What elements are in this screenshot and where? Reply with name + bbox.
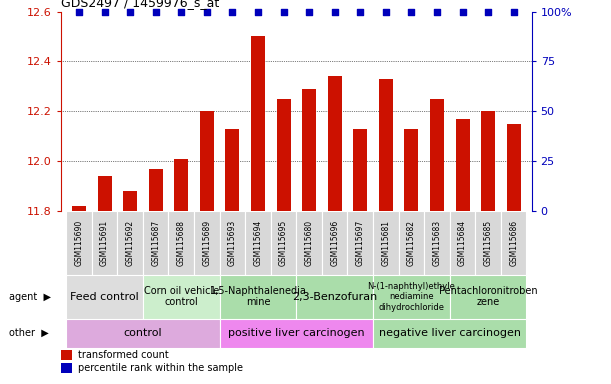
Point <box>151 8 161 15</box>
Bar <box>398 211 424 275</box>
Bar <box>296 211 322 275</box>
Bar <box>507 124 521 211</box>
Text: agent  ▶: agent ▶ <box>9 291 51 302</box>
Bar <box>271 211 296 275</box>
Bar <box>92 211 117 275</box>
Bar <box>302 89 316 211</box>
Point <box>74 8 84 15</box>
Bar <box>174 159 188 211</box>
Point <box>100 8 109 15</box>
Bar <box>373 275 450 319</box>
Text: other  ▶: other ▶ <box>9 328 49 338</box>
Bar <box>245 211 271 275</box>
Bar <box>296 275 373 319</box>
Text: GSM115684: GSM115684 <box>458 220 467 266</box>
Bar <box>322 211 348 275</box>
Bar <box>219 211 245 275</box>
Bar <box>117 211 143 275</box>
Point <box>304 8 314 15</box>
Text: GSM115691: GSM115691 <box>100 220 109 266</box>
Bar <box>475 211 501 275</box>
Bar <box>72 206 86 211</box>
Text: GSM115681: GSM115681 <box>381 220 390 266</box>
Bar <box>353 129 367 211</box>
Bar <box>194 211 219 275</box>
Bar <box>450 211 475 275</box>
Point <box>356 8 365 15</box>
Bar <box>98 176 112 211</box>
Text: GSM115697: GSM115697 <box>356 220 365 266</box>
Bar <box>200 111 214 211</box>
Point <box>125 8 135 15</box>
Bar <box>456 119 470 211</box>
Text: GSM115686: GSM115686 <box>509 220 518 266</box>
Bar <box>327 76 342 211</box>
Point <box>381 8 390 15</box>
Point <box>279 8 288 15</box>
Text: Corn oil vehicle
control: Corn oil vehicle control <box>144 286 219 308</box>
Text: GSM115694: GSM115694 <box>254 220 263 266</box>
Bar <box>143 275 219 319</box>
Text: GSM115685: GSM115685 <box>483 220 492 266</box>
Text: negative liver carcinogen: negative liver carcinogen <box>379 328 521 338</box>
Bar <box>373 211 398 275</box>
Text: GDS2497 / 1459976_s_at: GDS2497 / 1459976_s_at <box>61 0 219 9</box>
Bar <box>123 191 137 211</box>
Text: GSM115693: GSM115693 <box>228 220 237 266</box>
Text: GSM115689: GSM115689 <box>202 220 211 266</box>
Bar <box>373 319 527 348</box>
Bar <box>169 211 194 275</box>
Bar <box>404 129 419 211</box>
Bar <box>66 319 219 348</box>
Point <box>483 8 493 15</box>
Bar <box>450 275 527 319</box>
Bar <box>430 99 444 211</box>
Text: positive liver carcinogen: positive liver carcinogen <box>228 328 365 338</box>
Text: GSM115695: GSM115695 <box>279 220 288 266</box>
Text: GSM115688: GSM115688 <box>177 220 186 266</box>
Bar <box>61 363 72 373</box>
Text: transformed count: transformed count <box>78 350 169 360</box>
Text: GSM115680: GSM115680 <box>305 220 313 266</box>
Text: GSM115692: GSM115692 <box>126 220 134 266</box>
Bar <box>219 275 296 319</box>
Bar <box>277 99 291 211</box>
Bar <box>379 79 393 211</box>
Text: GSM115682: GSM115682 <box>407 220 416 266</box>
Bar <box>501 211 527 275</box>
Text: control: control <box>123 328 163 338</box>
Bar <box>424 211 450 275</box>
Text: 1,5-Naphthalenedia
mine: 1,5-Naphthalenedia mine <box>210 286 307 308</box>
Point <box>177 8 186 15</box>
Bar <box>251 36 265 211</box>
Point <box>406 8 416 15</box>
Text: GSM115690: GSM115690 <box>75 220 84 266</box>
Bar <box>219 319 373 348</box>
Bar <box>143 211 169 275</box>
Bar <box>348 211 373 275</box>
Point <box>202 8 212 15</box>
Point <box>458 8 467 15</box>
Bar <box>148 169 163 211</box>
Text: N-(1-naphthyl)ethyle
nediamine
dihydrochloride: N-(1-naphthyl)ethyle nediamine dihydroch… <box>367 282 455 311</box>
Text: GSM115696: GSM115696 <box>330 220 339 266</box>
Text: percentile rank within the sample: percentile rank within the sample <box>78 363 243 373</box>
Text: Feed control: Feed control <box>70 291 139 302</box>
Point <box>509 8 519 15</box>
Text: 2,3-Benzofuran: 2,3-Benzofuran <box>292 291 378 302</box>
Bar <box>481 111 495 211</box>
Point <box>432 8 442 15</box>
Text: GSM115687: GSM115687 <box>151 220 160 266</box>
Point <box>330 8 340 15</box>
Bar <box>61 350 72 361</box>
Bar <box>66 275 143 319</box>
Point <box>227 8 237 15</box>
Bar <box>66 211 92 275</box>
Bar <box>225 129 240 211</box>
Text: Pentachloronitroben
zene: Pentachloronitroben zene <box>439 286 538 308</box>
Text: GSM115683: GSM115683 <box>433 220 442 266</box>
Point <box>253 8 263 15</box>
